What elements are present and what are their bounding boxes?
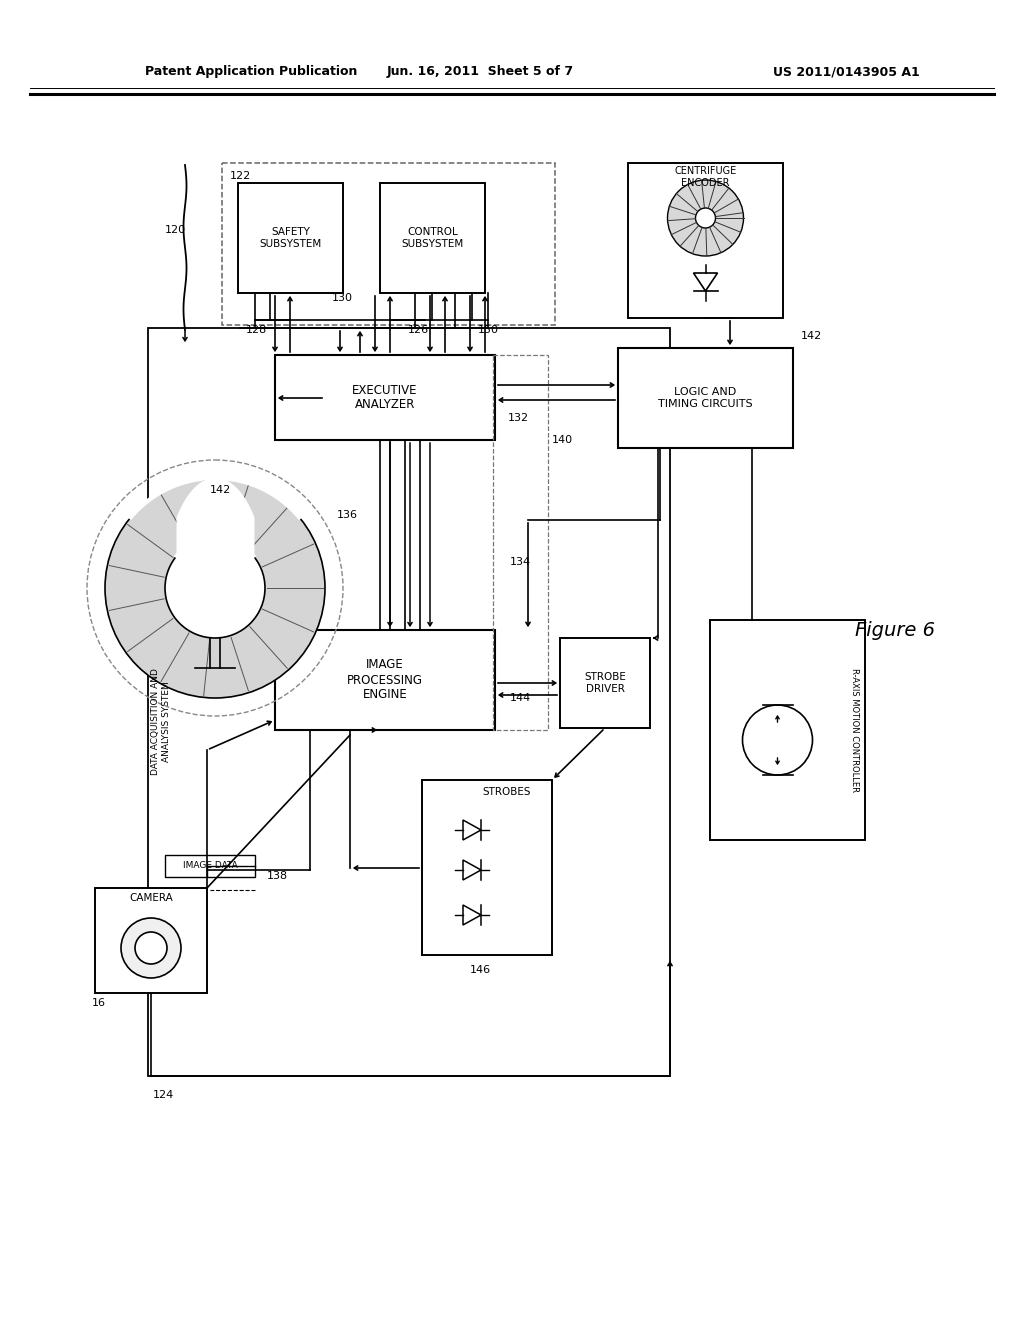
Circle shape — [121, 917, 181, 978]
Circle shape — [105, 478, 325, 698]
Text: 120: 120 — [165, 224, 185, 235]
Bar — [618, 348, 793, 447]
Text: US 2011/0143905 A1: US 2011/0143905 A1 — [773, 66, 920, 78]
Text: IMAGE DATA: IMAGE DATA — [182, 862, 238, 870]
Text: 140: 140 — [552, 436, 573, 445]
Text: 124: 124 — [153, 1090, 174, 1100]
Text: 144: 144 — [510, 693, 531, 704]
Bar — [422, 780, 552, 954]
Circle shape — [165, 539, 265, 638]
Text: R-AXIS MOTION CONTROLLER: R-AXIS MOTION CONTROLLER — [851, 668, 859, 792]
Text: 146: 146 — [469, 965, 490, 975]
Text: 134: 134 — [510, 557, 531, 568]
Bar — [380, 183, 485, 293]
Text: Figure 6: Figure 6 — [855, 620, 935, 639]
Bar — [628, 162, 783, 318]
Text: 126: 126 — [408, 325, 429, 335]
Text: DATA ACQUISITION AND
ANALYSIS SYSTEM: DATA ACQUISITION AND ANALYSIS SYSTEM — [152, 668, 171, 775]
Circle shape — [695, 209, 716, 228]
Text: 128: 128 — [246, 325, 266, 335]
Text: STROBES: STROBES — [482, 787, 531, 797]
Bar — [275, 630, 495, 730]
Text: 142: 142 — [210, 484, 231, 495]
Text: CENTRIFUGE
ENCODER: CENTRIFUGE ENCODER — [675, 166, 736, 187]
Text: IMAGE
PROCESSING
ENGINE: IMAGE PROCESSING ENGINE — [347, 659, 423, 701]
Bar — [222, 162, 555, 325]
Text: CONTROL
SUBSYSTEM: CONTROL SUBSYSTEM — [401, 227, 464, 248]
Text: 150: 150 — [477, 325, 499, 335]
Bar — [560, 638, 650, 729]
Bar — [710, 620, 865, 840]
Bar — [95, 888, 207, 993]
Text: 130: 130 — [332, 293, 352, 304]
Circle shape — [742, 705, 812, 775]
Text: 16: 16 — [92, 998, 106, 1008]
Text: SAFETY
SUBSYSTEM: SAFETY SUBSYSTEM — [259, 227, 322, 248]
Text: 142: 142 — [801, 331, 822, 341]
Text: 138: 138 — [266, 871, 288, 880]
Text: 136: 136 — [337, 510, 357, 520]
Bar — [238, 183, 343, 293]
Bar — [165, 855, 255, 876]
Text: Jun. 16, 2011  Sheet 5 of 7: Jun. 16, 2011 Sheet 5 of 7 — [386, 66, 573, 78]
Text: CAMERA: CAMERA — [129, 894, 173, 903]
Circle shape — [668, 180, 743, 256]
Bar — [275, 355, 495, 440]
Text: 132: 132 — [508, 413, 529, 422]
Text: 122: 122 — [230, 172, 251, 181]
Circle shape — [135, 932, 167, 964]
Text: EXECUTIVE
ANALYZER: EXECUTIVE ANALYZER — [352, 384, 418, 412]
Bar — [148, 327, 670, 1076]
Text: Patent Application Publication: Patent Application Publication — [145, 66, 357, 78]
Text: LOGIC AND
TIMING CIRCUITS: LOGIC AND TIMING CIRCUITS — [658, 387, 753, 409]
Text: STROBE
DRIVER: STROBE DRIVER — [584, 672, 626, 694]
Bar — [493, 355, 548, 730]
